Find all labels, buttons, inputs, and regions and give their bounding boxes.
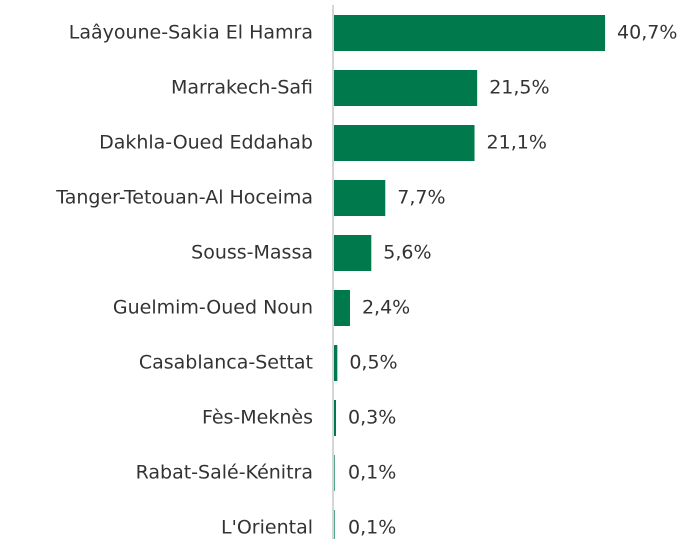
bar xyxy=(334,345,338,381)
bar xyxy=(334,510,335,539)
value-label: 21,5% xyxy=(489,77,549,99)
bar xyxy=(334,180,386,216)
category-label: L'Oriental xyxy=(221,517,313,539)
value-label: 0,3% xyxy=(348,407,396,429)
category-label: Fès-Meknès xyxy=(202,407,313,429)
category-label: Rabat-Salé-Kénitra xyxy=(136,462,313,484)
bar xyxy=(334,235,372,271)
bar xyxy=(334,290,350,326)
category-label: Guelmim-Oued Noun xyxy=(113,297,313,319)
value-label: 5,6% xyxy=(383,242,431,264)
value-label: 0,1% xyxy=(348,462,396,484)
category-label: Tanger-Tetouan-Al Hoceima xyxy=(55,187,313,209)
bar xyxy=(334,15,606,51)
category-label: Marrakech-Safi xyxy=(171,77,313,99)
value-label: 0,1% xyxy=(348,517,396,539)
category-label: Dakhla-Oued Eddahab xyxy=(99,132,313,154)
value-label: 21,1% xyxy=(487,132,547,154)
category-label: Casablanca-Settat xyxy=(139,352,313,374)
bar xyxy=(334,125,475,161)
bar xyxy=(334,70,478,106)
value-label: 7,7% xyxy=(397,187,445,209)
value-label: 2,4% xyxy=(362,297,410,319)
category-label: Laâyoune-Sakia El Hamra xyxy=(69,22,313,44)
bar xyxy=(334,455,335,491)
value-label: 0,5% xyxy=(349,352,397,374)
bar xyxy=(334,400,336,436)
category-label: Souss-Massa xyxy=(191,242,313,264)
value-label: 40,7% xyxy=(617,22,677,44)
